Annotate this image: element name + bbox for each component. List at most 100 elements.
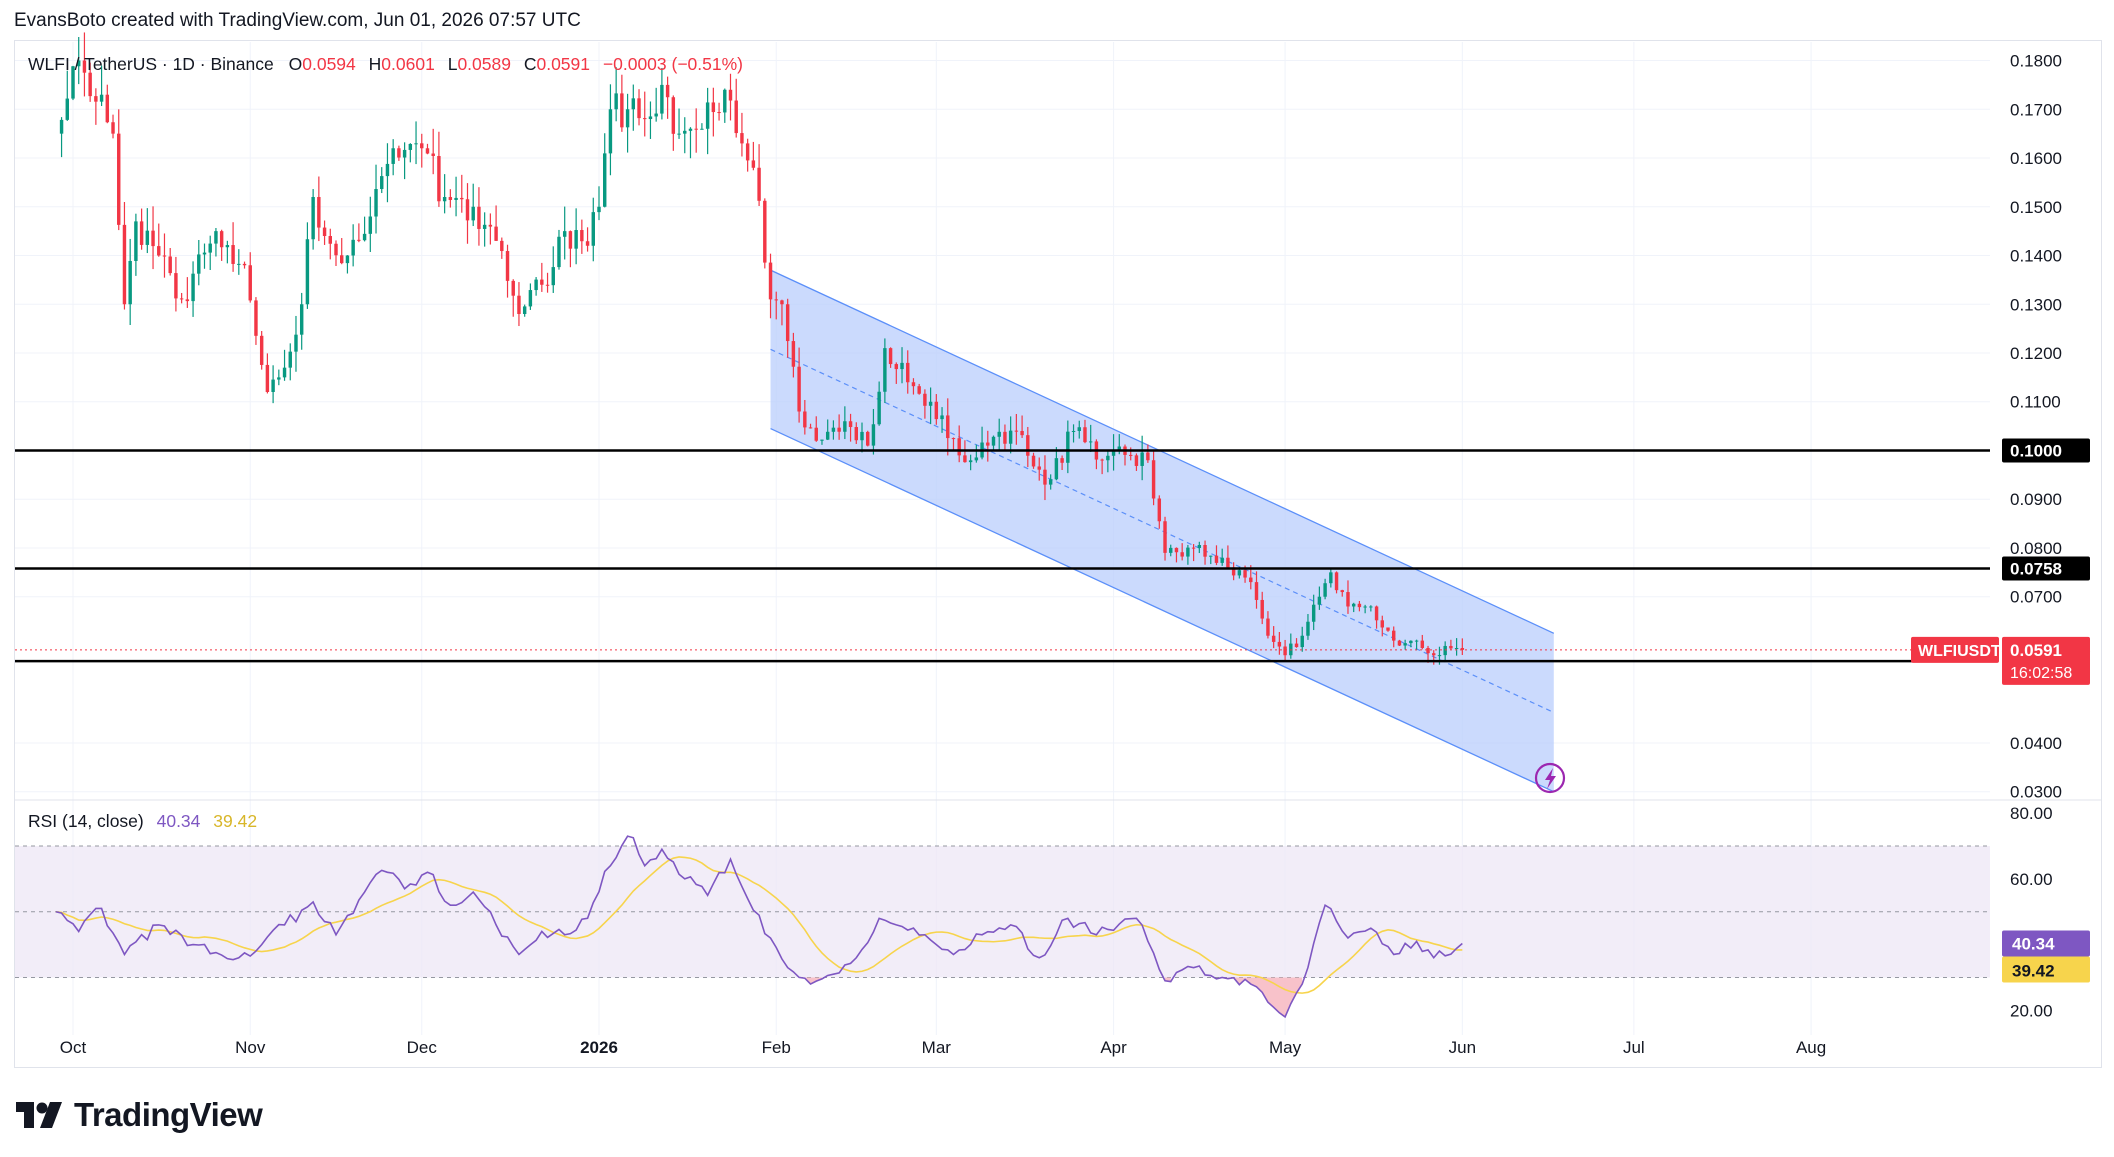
candle-body: [1157, 498, 1162, 522]
candle-body: [380, 176, 384, 190]
chart-canvas[interactable]: 0.10000.07580.0568WLFIUSDT0.059116:02:58…: [0, 0, 2114, 1070]
candle-body: [254, 300, 258, 336]
candle-body: [1060, 458, 1064, 463]
candle-body: [940, 415, 944, 420]
candle-body: [408, 143, 413, 150]
candle-body: [957, 438, 961, 456]
candle-body: [1169, 547, 1173, 553]
candle-body: [1306, 621, 1310, 636]
candle-body: [500, 240, 504, 252]
candle-body: [946, 415, 950, 439]
candle-body: [214, 231, 218, 244]
candle-body: [294, 334, 298, 352]
legend-low: 0.0589: [457, 54, 511, 74]
candle-body: [683, 130, 687, 134]
candle-body: [820, 439, 824, 441]
channel-lower-line[interactable]: [770, 427, 1555, 793]
candle-body: [717, 112, 721, 114]
candle-body: [322, 227, 327, 237]
candle-body: [1191, 547, 1196, 549]
candle-body: [482, 224, 487, 229]
rsi-tick-label: 60.00: [2010, 870, 2053, 889]
candle-body: [1031, 455, 1036, 467]
candle-body: [522, 306, 527, 315]
candle-body: [1083, 427, 1087, 443]
candle-body: [723, 89, 727, 113]
candle-body: [168, 256, 172, 274]
candle-body: [122, 224, 127, 305]
candle-body: [825, 431, 830, 440]
candle-body: [1243, 570, 1247, 578]
level-badge-label: 0.1000: [2010, 441, 2062, 460]
candle-body: [665, 84, 670, 98]
candle-body: [425, 148, 430, 154]
candle-body: [934, 401, 939, 420]
candle-body: [1277, 641, 1282, 647]
candle-body: [117, 133, 121, 225]
candlestick-series: [59, 32, 1465, 665]
candle-body: [82, 60, 87, 73]
candle-body: [562, 231, 567, 237]
candle-body: [911, 382, 916, 387]
rsi-badge-label: 40.34: [2012, 934, 2055, 953]
candle-body: [219, 231, 224, 248]
candle-body: [968, 460, 973, 463]
candle-body: [374, 189, 378, 217]
candle-body: [282, 367, 287, 378]
candle-body: [420, 143, 424, 149]
candle-body: [660, 84, 664, 114]
candle-body: [1100, 459, 1104, 461]
rsi-badge: [2002, 930, 2090, 957]
candle-body: [1374, 606, 1379, 621]
candle-body: [974, 457, 979, 461]
x-tick-label: Nov: [235, 1038, 266, 1057]
candle-body: [614, 93, 618, 110]
candle-body: [305, 239, 310, 305]
candle-body: [237, 263, 241, 265]
legend-close-label: C: [524, 54, 537, 74]
candle-body: [1363, 606, 1367, 608]
candle-body: [225, 245, 230, 248]
candle-body: [1077, 427, 1081, 431]
candle-body: [923, 393, 927, 406]
candle-body: [734, 100, 738, 134]
tradingview-logo-icon: [16, 1102, 62, 1128]
candle-body: [88, 72, 92, 97]
last-price-badge: [2002, 636, 2090, 685]
candle-body: [1003, 431, 1007, 444]
candle-body: [540, 279, 544, 285]
candle-body: [402, 149, 407, 158]
candle-body: [362, 233, 367, 241]
y-tick-label: 0.0800: [2010, 539, 2062, 558]
candle-body: [705, 102, 710, 129]
candle-body: [694, 128, 698, 130]
candle-body: [1403, 643, 1407, 646]
candle-body: [1426, 647, 1430, 654]
candle-body: [1186, 547, 1190, 557]
candle-body: [1151, 460, 1156, 499]
x-tick-label: Oct: [60, 1038, 87, 1057]
candle-body: [385, 163, 390, 177]
candle-body: [1020, 430, 1024, 436]
candle-body: [671, 97, 676, 134]
rsi-line[interactable]: [55, 835, 1463, 1019]
y-tick-label: 0.0900: [2010, 490, 2062, 509]
candle-body: [208, 243, 212, 253]
candle-body: [505, 251, 510, 281]
candle-body: [1071, 430, 1076, 432]
x-tick-label: Mar: [922, 1038, 952, 1057]
last-price-label: 0.0591: [2010, 641, 2062, 660]
y-tick-label: 0.1500: [2010, 198, 2062, 217]
candle-body: [906, 362, 910, 383]
rsi-legend-value: 40.34: [157, 811, 201, 831]
candle-body: [1146, 452, 1150, 461]
candle-body: [997, 431, 1001, 437]
legend-low-label: L: [448, 54, 458, 74]
candle-body: [803, 411, 807, 428]
candle-body: [414, 143, 418, 145]
candle-body: [797, 366, 801, 412]
candle-body: [265, 364, 270, 392]
alert-icon[interactable]: [1534, 762, 1566, 794]
candle-body: [162, 255, 167, 257]
candle-body: [1443, 645, 1447, 656]
